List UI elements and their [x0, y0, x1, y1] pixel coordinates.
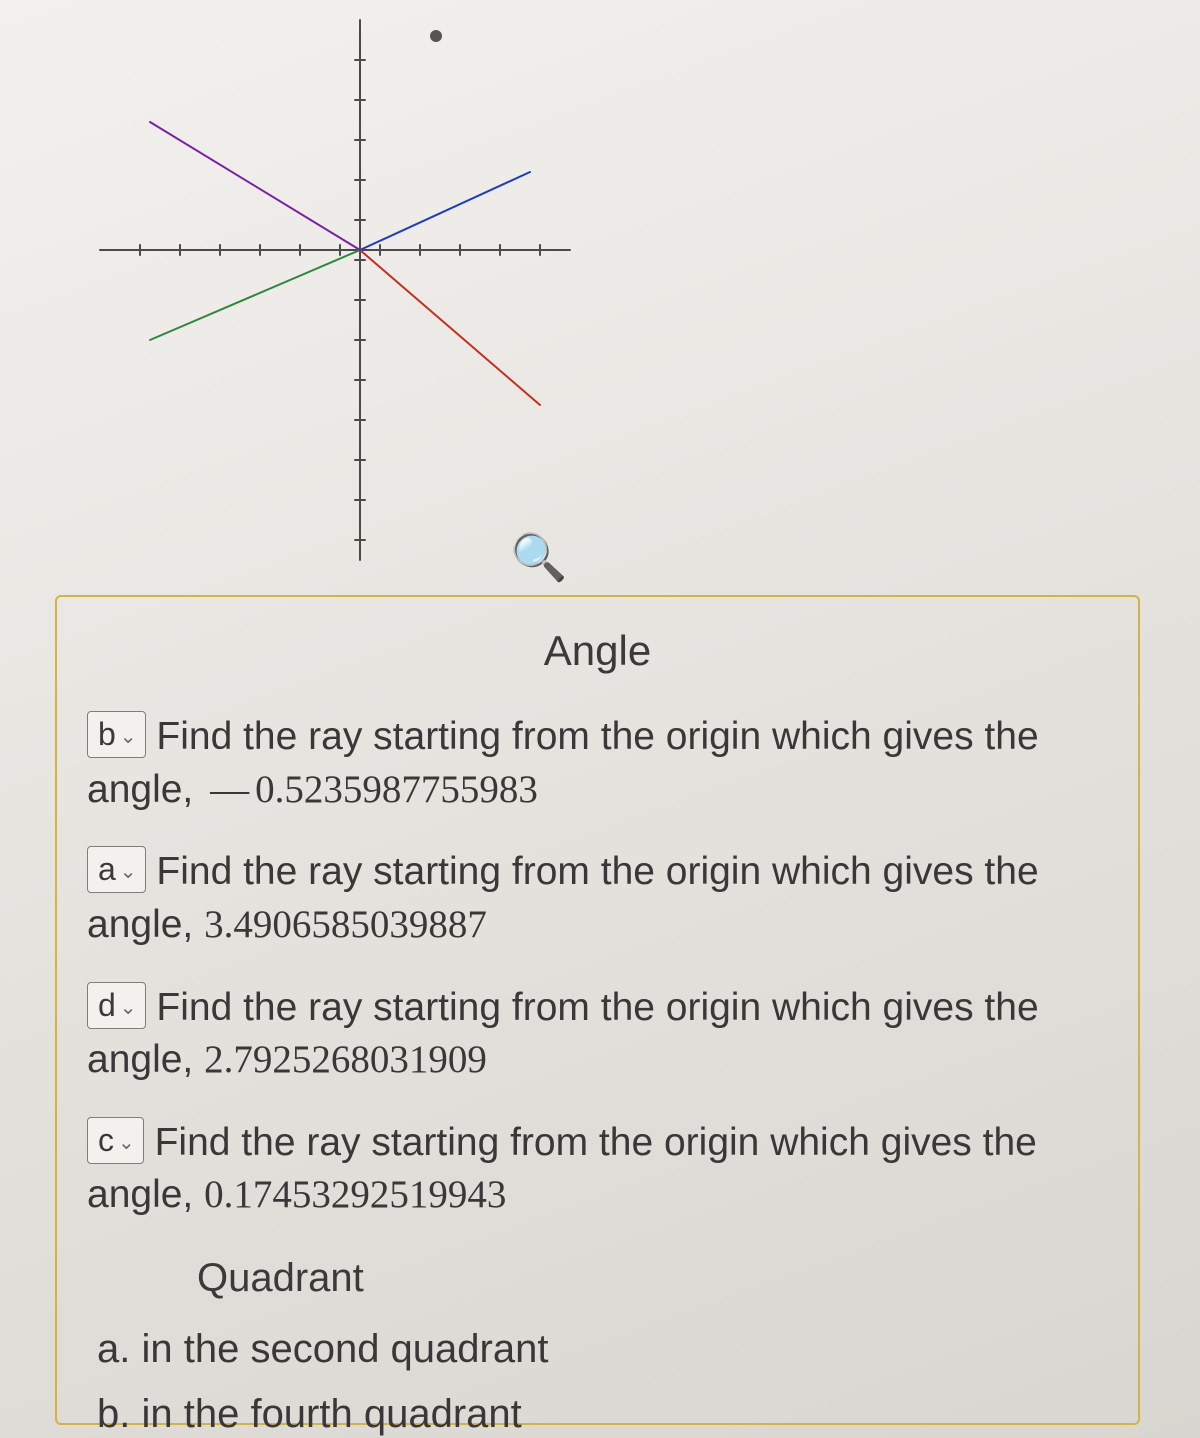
answer-select-1[interactable]: b⌄ — [87, 711, 146, 758]
question-box: Angle b⌄ Find the ray starting from the … — [55, 595, 1140, 1425]
angle-value: 2.7925268031909 — [204, 1038, 487, 1081]
select-value: a — [98, 851, 116, 887]
question-4: c⌄ Find the ray starting from the origin… — [87, 1117, 1108, 1222]
chevron-down-icon: ⌄ — [120, 861, 137, 883]
option-letter: b. — [97, 1392, 141, 1436]
question-3: d⌄ Find the ray starting from the origin… — [87, 982, 1108, 1087]
angle-value: 0.5235987755983 — [255, 768, 538, 811]
answer-select-4[interactable]: c⌄ — [87, 1117, 144, 1164]
answer-select-3[interactable]: d⌄ — [87, 982, 146, 1029]
angle-diagram — [60, 10, 620, 570]
quadrant-option-a: a. in the second quadrant — [97, 1327, 1108, 1372]
page-canvas: 🔍 Angle b⌄ Find the ray starting from th… — [0, 0, 1200, 1438]
question-2: a⌄ Find the ray starting from the origin… — [87, 846, 1108, 951]
quadrant-option-b: b. in the fourth quadrant — [97, 1392, 1108, 1437]
chevron-down-icon: ⌄ — [118, 1132, 135, 1154]
angle-heading: Angle — [87, 627, 1108, 675]
answer-select-2[interactable]: a⌄ — [87, 846, 146, 893]
question-1: b⌄ Find the ray starting from the origin… — [87, 711, 1108, 816]
select-value: b — [98, 716, 116, 752]
option-text: in the fourth quadrant — [141, 1392, 521, 1436]
select-value: c — [98, 1122, 114, 1158]
angle-value: 3.4906585039887 — [204, 903, 487, 946]
option-text: in the second quadrant — [141, 1327, 548, 1371]
search-icon[interactable]: 🔍 — [510, 530, 567, 585]
minus-sign: — — [204, 768, 255, 811]
angle-value: 0.17453292519943 — [204, 1173, 506, 1216]
option-letter: a. — [97, 1327, 141, 1371]
chevron-down-icon: ⌄ — [120, 997, 137, 1019]
quadrant-heading: Quadrant — [197, 1256, 1108, 1301]
select-value: d — [98, 987, 116, 1023]
chevron-down-icon: ⌄ — [120, 726, 137, 748]
